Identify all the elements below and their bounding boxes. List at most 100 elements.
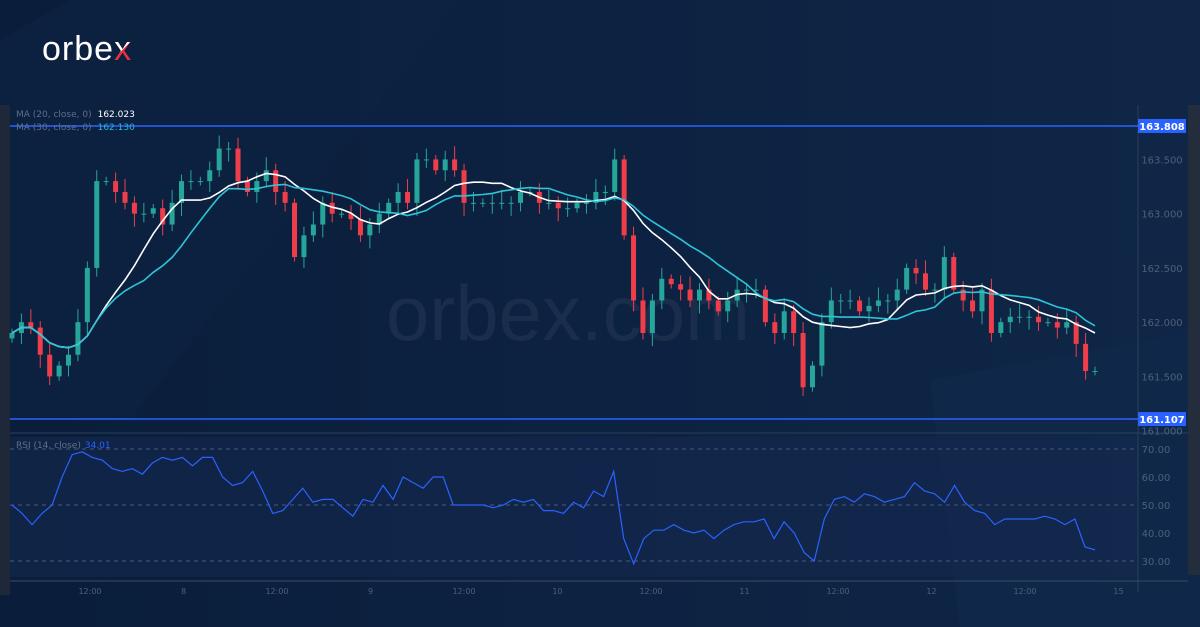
- candle-body: [1007, 316, 1013, 323]
- time-tick: 8: [181, 587, 186, 596]
- ma30-label: MA (30, close, 0): [16, 123, 92, 133]
- candle-body: [131, 202, 137, 214]
- price-tick: 163.000: [1141, 210, 1182, 221]
- candle-body: [480, 202, 486, 204]
- candle-body: [583, 202, 589, 204]
- rsi-tick: 60.00: [1142, 473, 1171, 484]
- candle-body: [621, 159, 627, 236]
- left-edge: [0, 105, 10, 595]
- candle-body: [960, 289, 966, 301]
- candle-body: [1054, 322, 1060, 328]
- candle-body: [696, 289, 702, 301]
- candle-body: [75, 322, 81, 355]
- candle-body: [386, 202, 392, 214]
- candle-body: [1083, 343, 1089, 371]
- time-tick: 12:00: [1013, 587, 1036, 596]
- candle-body: [339, 213, 345, 215]
- candle-body: [376, 213, 382, 225]
- candle-body: [452, 159, 458, 171]
- candle-body: [1045, 322, 1051, 324]
- candle-body: [904, 267, 910, 290]
- candle-body: [659, 278, 665, 301]
- candle-body: [546, 202, 552, 204]
- candle-body: [282, 191, 288, 203]
- rsi-label: RSI (14, close): [16, 441, 81, 451]
- right-scrollbar[interactable]: [1188, 105, 1200, 575]
- ma20-value: 162.023: [97, 110, 135, 120]
- candle-body: [998, 322, 1004, 334]
- rsi-value: 34.01: [84, 441, 111, 451]
- ma30-value: 162.130: [97, 123, 135, 133]
- ma20-line: [11, 172, 1096, 349]
- candle-body: [442, 159, 448, 171]
- candle-body: [499, 202, 505, 204]
- candle-body: [37, 327, 43, 355]
- candle-body: [66, 354, 72, 366]
- candle-body: [461, 170, 467, 203]
- time-tick: 12: [926, 587, 936, 596]
- candle-body: [715, 300, 721, 312]
- time-tick: 12:00: [265, 587, 288, 596]
- candle-body: [838, 300, 844, 302]
- candle-body: [791, 311, 797, 334]
- candle-body: [301, 235, 307, 258]
- candle-body: [602, 191, 608, 193]
- candle-body: [932, 289, 938, 291]
- candle-body: [28, 322, 34, 328]
- time-tick: 9: [368, 587, 373, 596]
- candle-body: [292, 202, 298, 258]
- time-tick: 12:00: [826, 587, 849, 596]
- candle-body: [857, 300, 863, 312]
- candle-body: [819, 322, 825, 366]
- candle-body: [687, 289, 693, 301]
- candle-body: [875, 300, 881, 306]
- level-price-label: 163.808: [1139, 122, 1185, 133]
- candle-body: [922, 273, 928, 290]
- candle-body: [122, 191, 128, 203]
- decor-shape: [0, 0, 460, 420]
- candle-body: [631, 235, 637, 301]
- candle-body: [970, 300, 976, 312]
- candle-body: [150, 208, 156, 214]
- price-tick: 162.000: [1141, 318, 1182, 329]
- candle-body: [244, 181, 250, 192]
- rsi-band-fill: [10, 437, 1138, 577]
- candle-body: [56, 365, 62, 377]
- time-tick: 12:00: [639, 587, 662, 596]
- candle-body: [489, 202, 495, 204]
- candle-body: [9, 333, 15, 339]
- candle-body: [668, 278, 674, 285]
- candle-body: [405, 191, 411, 203]
- rsi-tick: 50.00: [1142, 501, 1171, 512]
- candle-body: [273, 170, 279, 192]
- candle-body: [725, 300, 731, 312]
- candle-body: [941, 257, 947, 290]
- rsi-tick: 30.00: [1142, 557, 1171, 568]
- candle-body: [574, 202, 580, 209]
- candle-body: [197, 181, 203, 183]
- candle-body: [395, 191, 401, 203]
- candle-body: [988, 289, 994, 334]
- candle-body: [320, 202, 326, 225]
- price-tick: 162.500: [1141, 264, 1182, 275]
- orbex-logo: orbex: [42, 30, 133, 68]
- candle-body: [263, 170, 269, 182]
- candle-body: [423, 159, 429, 161]
- candle-body: [800, 333, 806, 388]
- price-tick: 163.500: [1141, 155, 1182, 166]
- candle-body: [781, 311, 787, 334]
- candle-body: [753, 289, 759, 291]
- candle-body: [94, 181, 100, 268]
- candle-body: [179, 181, 185, 203]
- candle-body: [357, 219, 363, 236]
- price-tick: 161.500: [1141, 372, 1182, 383]
- candle-body: [414, 159, 420, 203]
- candle-body: [1017, 316, 1023, 318]
- candle-body: [216, 148, 222, 171]
- candle-body: [678, 284, 684, 290]
- candle-body: [169, 202, 175, 225]
- time-tick: 11: [739, 587, 749, 596]
- candle-body: [809, 365, 815, 388]
- candle-body: [744, 289, 750, 291]
